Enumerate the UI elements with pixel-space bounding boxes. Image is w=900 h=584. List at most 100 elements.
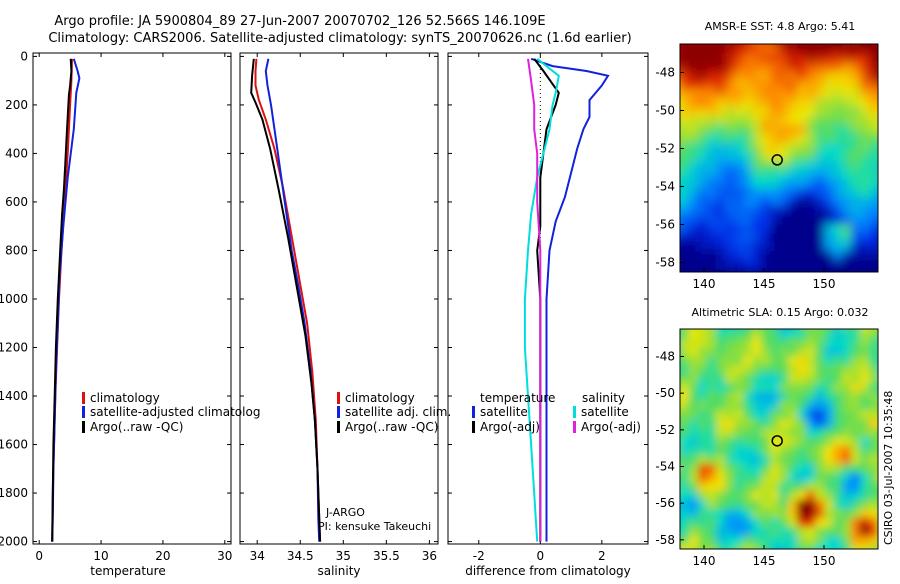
sla_map-cell: [752, 428, 762, 438]
sst_map-cell: [851, 80, 861, 90]
sla_map-cell: [869, 473, 878, 483]
sla_map-cell: [716, 500, 726, 510]
sst_map-cell: [680, 206, 690, 216]
sst_map-cell: [725, 44, 735, 54]
sla_map-cell: [707, 464, 717, 474]
sla_map-cell: [734, 473, 744, 483]
sst_map-cell: [761, 233, 771, 243]
sst_map-cell: [680, 107, 690, 117]
sst_map-cell: [824, 80, 834, 90]
sla_map-cell: [869, 482, 878, 492]
sla_map-cell: [833, 500, 843, 510]
sst_map-cell: [725, 143, 735, 153]
sla_map-cell: [779, 500, 789, 510]
sst_map-cell: [761, 152, 771, 162]
sst_map-cell: [725, 251, 735, 261]
sst_map-cell: [779, 224, 789, 234]
sla_map-cell: [761, 509, 771, 519]
sst_map-cell: [752, 233, 762, 243]
sla_map-cell: [752, 509, 762, 519]
sla_map-cell: [788, 419, 798, 429]
sla_map-cell: [734, 482, 744, 492]
sst_map-cell: [761, 125, 771, 135]
sla_map-cell: [698, 491, 708, 501]
sst_map-cell: [689, 179, 699, 189]
sst_map-cell: [779, 80, 789, 90]
sla_map-cell: [716, 527, 726, 537]
sst_map-cell: [842, 125, 852, 135]
sst_map-cell: [860, 80, 870, 90]
sla_map-cell: [779, 455, 789, 465]
sst_map-cell: [770, 143, 780, 153]
sla_map-cell: [698, 464, 708, 474]
sst_map-cell: [815, 116, 825, 126]
sla_map-cell: [797, 428, 807, 438]
sst_map-cell: [788, 98, 798, 108]
sla_map-cell: [716, 473, 726, 483]
sst_map-cell: [689, 224, 699, 234]
sst_map-cell: [860, 89, 870, 99]
sla_map-cell: [752, 338, 762, 348]
sst_map-cell: [842, 206, 852, 216]
sla_map-cell: [806, 500, 816, 510]
sla_map-cell: [752, 347, 762, 357]
sst_map-cell: [716, 233, 726, 243]
sla_map-cell: [833, 410, 843, 420]
sst_map-cell: [797, 242, 807, 252]
sla_map-cell: [743, 518, 753, 528]
sla_map-cell: [842, 428, 852, 438]
sla_map-cell: [716, 374, 726, 384]
sla_map-cell: [851, 554, 861, 564]
sla_map-cell: [761, 482, 771, 492]
sla_map-cell: [752, 365, 762, 375]
sla_map-cell: [806, 329, 816, 339]
sla_map-cell: [815, 491, 825, 501]
sst_map-cell: [878, 125, 888, 135]
temperature-argo-legend-label: Argo(..raw -QC): [90, 420, 183, 434]
sst_map-cell: [698, 242, 708, 252]
sst_map-cell: [743, 107, 753, 117]
sst_map-cell: [761, 179, 771, 189]
sla_map-cell: [806, 419, 816, 429]
sla_map-cell: [788, 356, 798, 366]
sla_map-cell: [833, 437, 843, 447]
sla_map-cell: [770, 527, 780, 537]
sst_map-cell: [734, 44, 744, 54]
sla_map-cell: [698, 356, 708, 366]
sla_map-cell: [707, 374, 717, 384]
sst_map-cell: [851, 161, 861, 171]
sla_map-cell: [824, 329, 834, 339]
sla_map-cell: [851, 347, 861, 357]
sla_map-cell: [770, 464, 780, 474]
sla_map-cell: [716, 536, 726, 546]
sla_map-cell: [869, 491, 878, 501]
sla_map-cell: [725, 554, 735, 564]
sla_map-cell: [860, 527, 870, 537]
sla_map-cell: [788, 365, 798, 375]
sst_map-cell: [788, 152, 798, 162]
sla_map-cell: [860, 545, 870, 549]
sla_map-cell: [779, 392, 789, 402]
sst_map-cell: [779, 143, 789, 153]
sst_map-cell: [824, 71, 834, 81]
sla_map-cell: [869, 554, 879, 564]
sst_map-cell: [842, 215, 852, 225]
sla_map-cell: [851, 428, 861, 438]
sst_map-cell: [680, 116, 690, 126]
sst_map-cell: [824, 53, 834, 63]
sla_map-cell: [680, 536, 690, 546]
sst_map-cell: [716, 197, 726, 207]
sst_map-cell: [680, 89, 690, 99]
sla_map-cell: [842, 410, 852, 420]
sla_map-cell: [851, 491, 861, 501]
sla_map-cell: [725, 329, 735, 339]
sla_map-cell: [707, 338, 717, 348]
sla_map-cell: [689, 437, 699, 447]
sla_map-cell: [770, 455, 780, 465]
salinity-xtick-label: 34: [250, 549, 265, 563]
sla_map-cell: [860, 473, 870, 483]
sla_map-cell: [698, 500, 708, 510]
sla_map-cell: [698, 383, 708, 393]
sst_map-cell: [770, 62, 780, 72]
sst_map-cell: [878, 251, 888, 261]
